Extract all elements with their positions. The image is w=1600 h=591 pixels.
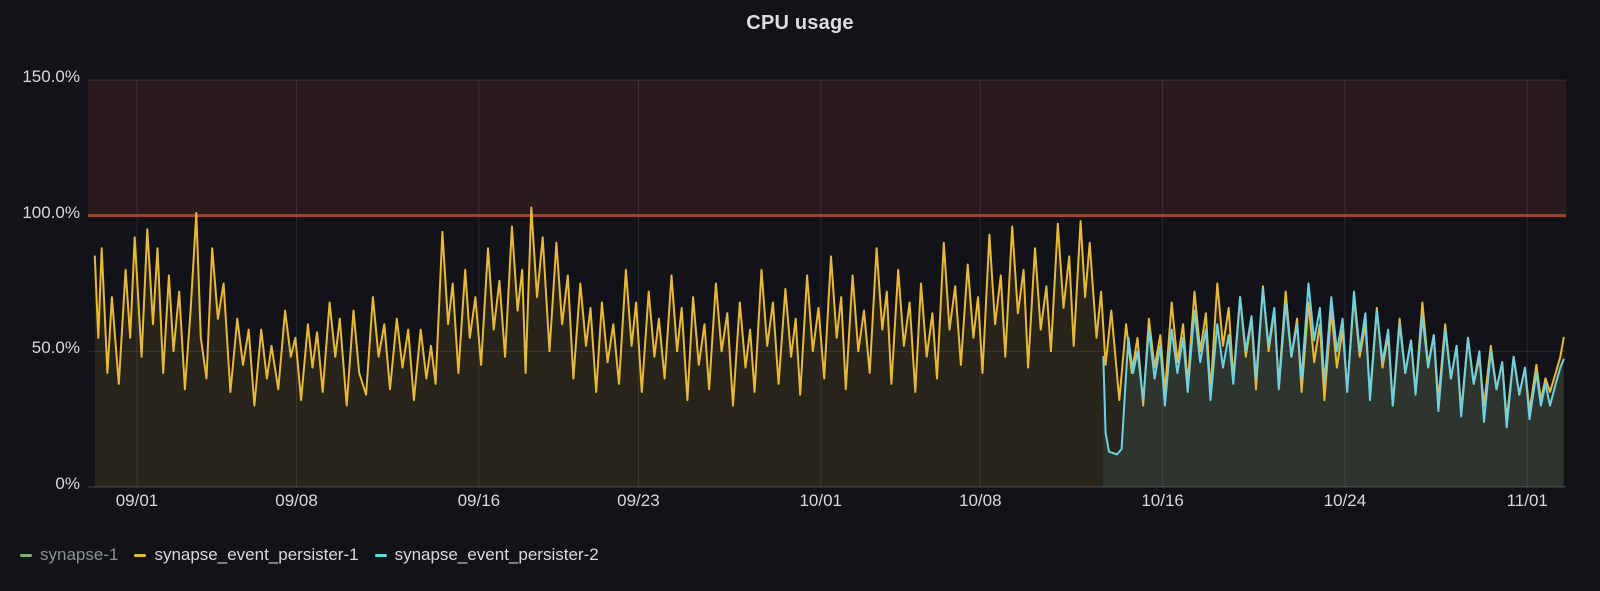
legend: synapse-1 synapse_event_persister-1 syna… xyxy=(20,545,599,565)
x-axis-tick-label: 09/16 xyxy=(457,491,501,510)
series-line-synapse_event_persister-1 xyxy=(93,206,1565,421)
legend-item-label: synapse_event_persister-2 xyxy=(394,545,599,564)
x-axis-tick-label: 09/01 xyxy=(115,491,159,510)
x-axis-tick-label: 10/01 xyxy=(799,491,842,510)
series-color-marker xyxy=(374,553,387,557)
legend-item-synapse-event-persister-2[interactable]: synapse_event_persister-2 xyxy=(374,545,599,565)
x-axis-tick-label: 11/01 xyxy=(1506,491,1548,510)
legend-item-synapse-1[interactable]: synapse-1 xyxy=(20,545,118,565)
x-axis-tick-label: 09/08 xyxy=(275,491,318,510)
series-fill-synapse_event_persister-1 xyxy=(94,207,1564,487)
panel-title[interactable]: CPU usage xyxy=(746,12,854,34)
x-axis-tick-label: 10/24 xyxy=(1323,491,1367,510)
legend-item-label: synapse-1 xyxy=(40,545,119,564)
series-color-marker xyxy=(20,553,32,557)
x-axis-tick-label: 10/16 xyxy=(1141,491,1184,510)
legend-item-label: synapse_event_persister-1 xyxy=(154,545,359,564)
series-line-synapse_event_persister-2 xyxy=(1102,282,1565,456)
y-axis-tick-label: 100.0% xyxy=(22,202,80,222)
series-color-marker xyxy=(134,553,147,557)
x-axis-tick-label: 10/08 xyxy=(958,491,1002,510)
threshold-region-above-100 xyxy=(88,80,1566,216)
legend-item-synapse-event-persister-1[interactable]: synapse_event_persister-1 xyxy=(134,545,359,565)
y-axis-tick-label: 150.0% xyxy=(22,67,80,86)
y-axis-tick-label: 0% xyxy=(55,474,80,493)
x-axis-tick-label: 09/23 xyxy=(617,491,660,510)
y-axis-tick-label: 50.0% xyxy=(31,338,80,358)
